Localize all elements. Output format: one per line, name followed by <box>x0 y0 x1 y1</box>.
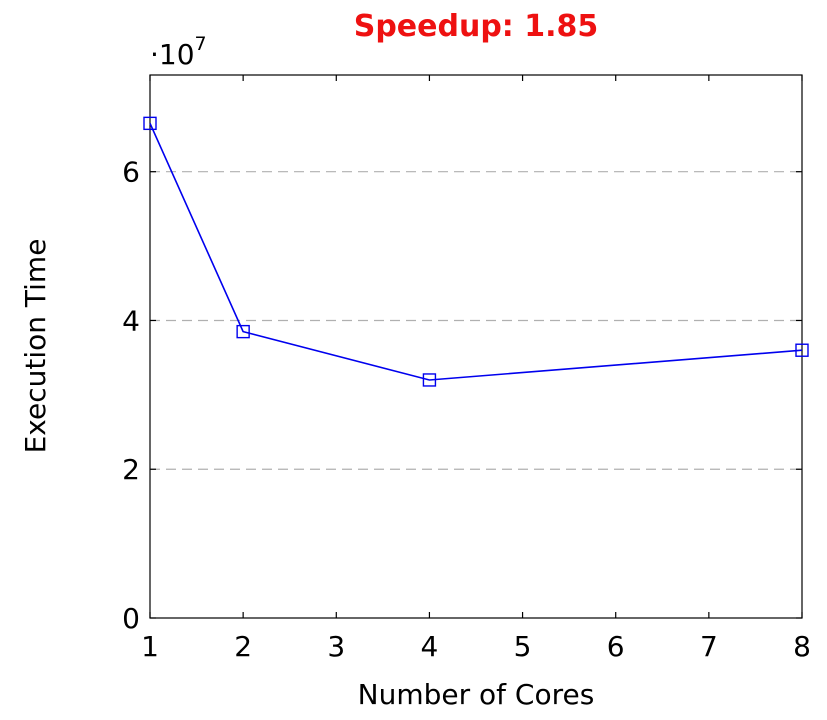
data-point <box>795 343 809 357</box>
x-axis-label: Number of Cores <box>358 678 595 711</box>
y-axis-multiplier-base: ·10 <box>150 38 195 71</box>
series-line-0 <box>149 122 803 381</box>
y-tick-label: 6 <box>122 156 140 189</box>
x-tick-label: 6 <box>607 630 625 663</box>
y-tick-label: 0 <box>122 602 140 635</box>
x-tick-label: 7 <box>700 630 718 663</box>
y-tick-label: 2 <box>122 453 140 486</box>
data-point <box>143 116 157 131</box>
data-point <box>422 373 437 387</box>
x-tick-label: 4 <box>421 630 439 663</box>
x-tick-label: 5 <box>514 630 532 663</box>
axis-ticks <box>149 75 803 619</box>
grid-lines <box>150 171 802 470</box>
series-layer <box>143 116 809 387</box>
data-point <box>236 324 250 339</box>
x-tick-label: 8 <box>793 630 811 663</box>
y-tick-label: 4 <box>122 304 140 337</box>
y-axis-label: Execution Time <box>19 239 52 454</box>
chart-title: Speedup: 1.85 <box>354 9 599 44</box>
y-axis-multiplier: ·107 <box>150 33 207 71</box>
plot-frame <box>149 74 803 619</box>
x-tick-label: 2 <box>234 630 252 663</box>
x-tick-label: 3 <box>327 630 345 663</box>
x-tick-label: 1 <box>141 630 159 663</box>
y-axis-multiplier-exponent: 7 <box>195 33 207 55</box>
tick-labels: 0 2 4 6 1 2 3 4 5 6 7 8 <box>122 156 811 663</box>
